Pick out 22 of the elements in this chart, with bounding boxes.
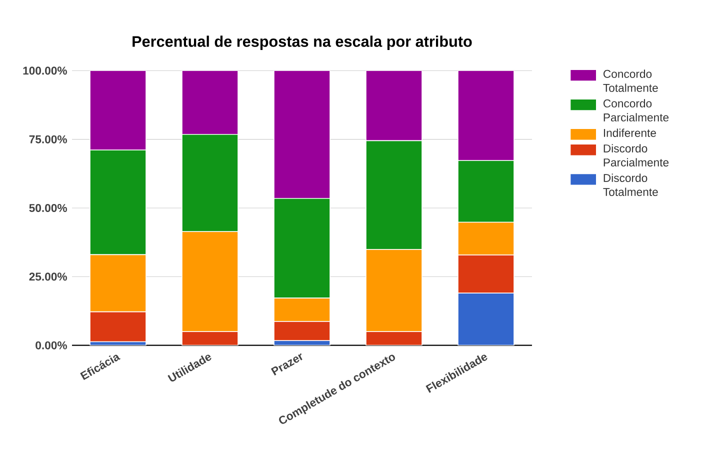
bar [90, 311, 146, 342]
bar [458, 292, 514, 346]
bar [366, 332, 422, 346]
legend-label: Indiferente [604, 128, 656, 137]
legend-label: Concordo Totalmente [603, 70, 658, 92]
y-tick-label: 0.00% [36, 341, 67, 350]
legend-label: Discordo Totalmente [603, 174, 658, 196]
bar [182, 70, 238, 135]
legend-label: Discordo Parcialmente [604, 144, 669, 166]
bar [274, 70, 330, 199]
y-tick-label: 100.00% [23, 66, 67, 75]
bar [182, 332, 238, 346]
legend-label: Concordo Parcialmente [604, 99, 669, 122]
bar [458, 254, 514, 294]
bar [458, 70, 514, 161]
y-tick-label: 25.00% [29, 272, 67, 281]
bar [90, 70, 146, 150]
y-tick-label: 75.00% [29, 135, 67, 144]
bar [274, 321, 330, 342]
bar [366, 70, 422, 142]
y-tick-label: 50.00% [29, 204, 67, 212]
chart-title: Percentual de respostas na escala por atributo [132, 36, 472, 50]
